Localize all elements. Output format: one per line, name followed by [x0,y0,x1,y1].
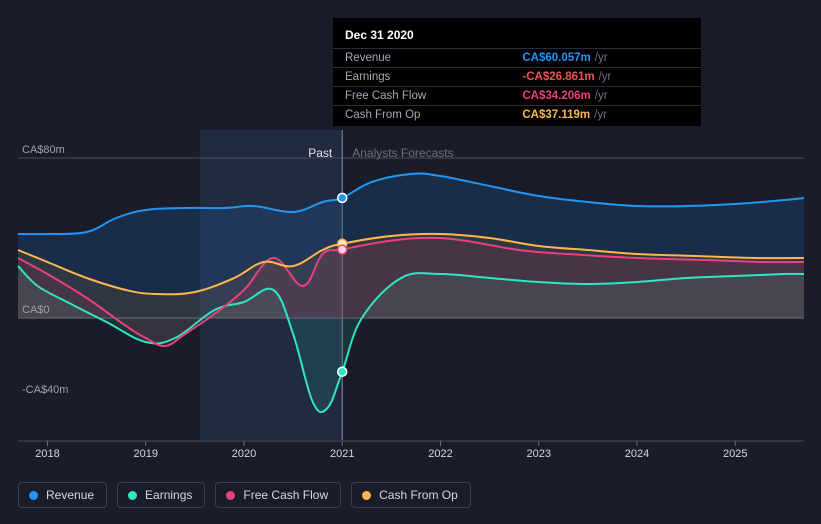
y-axis-label: CA$80m [22,144,65,156]
x-axis-label: 2023 [526,448,550,460]
y-axis-label: -CA$40m [22,384,68,396]
tooltip-date: Dec 31 2020 [333,24,701,48]
x-axis-label: 2024 [625,448,649,460]
tooltip-row: Free Cash Flow CA$34.206m/yr [333,87,701,106]
legend-swatch [29,491,38,500]
tooltip-row-value: CA$60.057m [522,52,590,64]
x-axis-label: 2020 [232,448,256,460]
tooltip-row-value: -CA$26.861m [522,71,594,83]
tooltip-row-unit: /yr [591,52,608,64]
tooltip-row-label: Earnings [333,68,510,87]
legend-swatch [128,491,137,500]
tooltip-row: Revenue CA$60.057m/yr [333,49,701,68]
legend-item-cfo[interactable]: Cash From Op [351,482,471,508]
x-axis-label: 2021 [330,448,354,460]
tooltip-row-label: Revenue [333,49,510,68]
segment-label-past: Past [308,146,332,160]
legend-item-earnings[interactable]: Earnings [117,482,205,508]
legend-label: Revenue [46,488,94,502]
financial-chart: Dec 31 2020 RevenueCA$60.057m/yrEarnings… [0,0,821,524]
x-axis-label: 2019 [133,448,157,460]
marker-revenue[interactable] [338,193,347,202]
chart-tooltip: Dec 31 2020 RevenueCA$60.057m/yrEarnings… [333,18,701,126]
tooltip-row-value: CA$34.206m [522,90,590,102]
legend-swatch [362,491,371,500]
tooltip-row-label: Free Cash Flow [333,87,510,106]
tooltip-row-unit: /yr [595,71,612,83]
legend-item-fcf[interactable]: Free Cash Flow [215,482,341,508]
segment-label-forecast: Analysts Forecasts [352,146,453,160]
marker-earnings[interactable] [338,367,347,376]
x-axis-label: 2018 [35,448,59,460]
tooltip-row-unit: /yr [590,109,607,121]
tooltip-row-unit: /yr [591,90,608,102]
x-axis-label: 2022 [428,448,452,460]
tooltip-row-label: Cash From Op [333,106,510,125]
tooltip-row: Earnings -CA$26.861m/yr [333,68,701,87]
marker-fcf[interactable] [338,245,347,254]
legend-label: Cash From Op [379,488,458,502]
legend-swatch [226,491,235,500]
y-axis-label: CA$0 [22,304,50,316]
legend-label: Earnings [145,488,192,502]
legend-label: Free Cash Flow [243,488,328,502]
chart-legend: Revenue Earnings Free Cash Flow Cash From O… [18,482,471,508]
x-axis-label: 2025 [723,448,747,460]
tooltip-row-value: CA$37.119m [522,109,590,121]
tooltip-row: Cash From Op CA$37.119m/yr [333,106,701,125]
legend-item-revenue[interactable]: Revenue [18,482,107,508]
